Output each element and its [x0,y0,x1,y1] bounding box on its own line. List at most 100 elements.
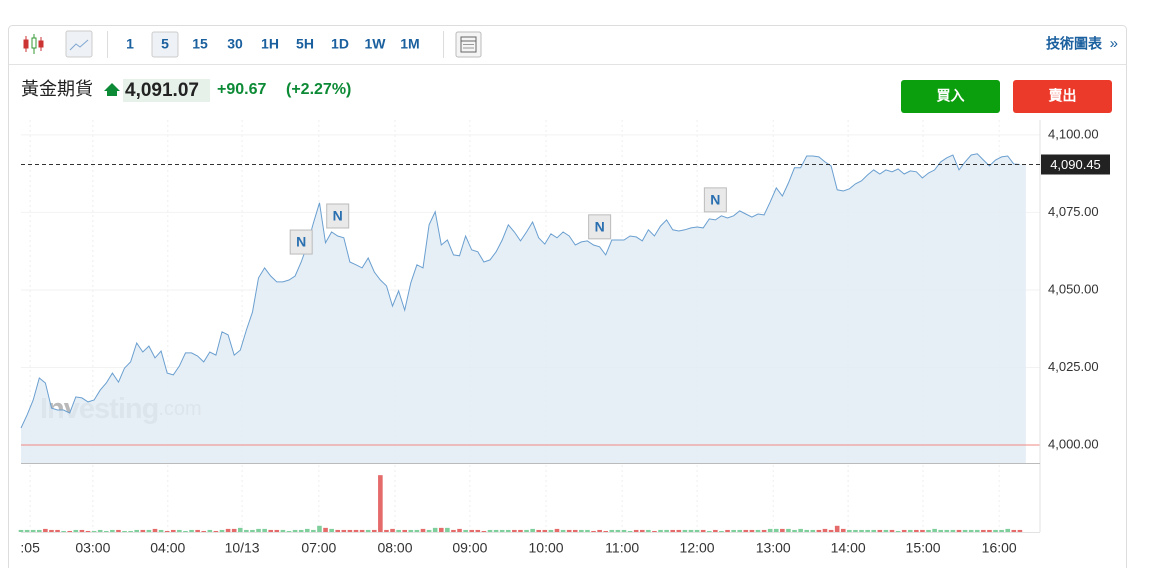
volume-bar [749,529,755,532]
volume-bar [530,528,535,532]
news-label[interactable]: N [710,192,720,208]
volume-bar [706,530,712,532]
volume-bar [140,529,146,532]
volume-bar [390,528,395,532]
chart-link[interactable]: 技術圖表 [1046,36,1103,52]
volume-bar [1011,529,1017,532]
news-marker[interactable] [289,229,313,255]
news-label[interactable]: N [595,219,605,235]
volume-bar [207,529,213,532]
volume-bar [950,529,956,532]
volume-bar [627,530,633,532]
sell-label[interactable]: 賣出 [1048,88,1077,104]
volume-bar [853,529,858,532]
interval[interactable]: 5H [296,36,314,52]
volume-bar [579,529,584,532]
volume-bar [164,530,170,532]
table-icon[interactable] [455,31,482,58]
volume-bar [201,530,207,532]
price-highlight [123,79,210,102]
volume-bar [719,530,724,532]
sell-button[interactable] [1013,80,1112,113]
volume-bar [682,529,688,532]
interval[interactable]: 1M [400,36,419,52]
volume-bar [981,529,986,532]
interval-active[interactable] [151,31,179,58]
volume-bar [566,529,572,532]
current-price-box [1041,154,1110,175]
volume-bar [676,529,682,532]
last-price: 4,091.07 [125,80,199,101]
change: +90.67 [217,81,266,98]
volume-bar [554,528,560,532]
volume-bar [956,529,962,532]
volume-bar [658,529,663,532]
chart-link-arrow[interactable]: » [1110,35,1118,52]
x-tick-label: 15:00 [906,540,941,556]
volume-bar [158,529,164,532]
volume-bar [183,530,188,532]
y-tick-label: 4,100.00 [1048,126,1099,141]
volume-bar [347,529,353,532]
news-marker[interactable] [326,203,350,229]
volume-bar [761,529,767,532]
volume-bar [883,529,889,532]
volume-bar [755,529,761,532]
interval[interactable]: 15 [192,36,208,52]
news-marker[interactable] [588,214,612,240]
volume-bar [30,529,36,532]
volume-bar [304,528,310,532]
interval[interactable]: 1W [365,36,387,52]
buy-label[interactable]: 買入 [937,88,965,104]
interval[interactable]: 1D [331,36,349,52]
volume-bar [725,529,730,532]
volume-bar [737,529,743,532]
volume-bar [798,528,803,532]
x-tick-label: 04:00 [150,540,185,556]
interval[interactable]: 5 [161,36,169,52]
news-marker[interactable] [703,187,727,213]
instrument-title: 黃金期貨 [21,79,93,99]
volume-bar [804,529,810,532]
volume-bar [475,529,481,532]
volume-bar [85,530,91,532]
interval[interactable]: 1H [261,36,279,52]
buy-button[interactable] [901,80,1000,113]
volume-bar [103,530,109,532]
volume-bar [451,529,456,532]
volume-bar [792,529,797,532]
volume-bar [688,529,694,532]
volume-bar [402,529,408,532]
volume-bar [384,529,389,532]
volume-bar [219,529,225,532]
volume-bar [499,529,505,532]
volume-bar [560,529,566,532]
volume-bar [597,529,602,532]
volume-bar [36,529,42,532]
volume-bar [67,530,73,532]
volume-bar [633,529,639,532]
volume-bar [79,529,85,532]
volume-bar [317,525,322,532]
interval[interactable]: 1 [126,36,134,52]
volume-bar [371,529,377,532]
volume-bar [292,529,298,532]
x-tick-label: 13:00 [756,540,791,556]
area-icon[interactable] [65,30,93,58]
news-label[interactable]: N [296,234,306,250]
volume-bar [603,530,609,532]
candle-icon[interactable] [23,34,44,54]
x-tick-label: 07:00 [301,540,336,556]
volume-bar [146,529,152,532]
volume-bar [993,529,998,532]
volume-bar [237,527,243,532]
volume-bar [536,529,542,532]
volume-bar [907,529,913,532]
volume-bar [128,530,133,532]
news-label[interactable]: N [333,208,343,224]
x-tick-label: 03:00 [75,540,110,556]
interval[interactable]: 30 [227,36,243,52]
volume-bar [195,529,200,532]
volume-bar [767,528,773,532]
